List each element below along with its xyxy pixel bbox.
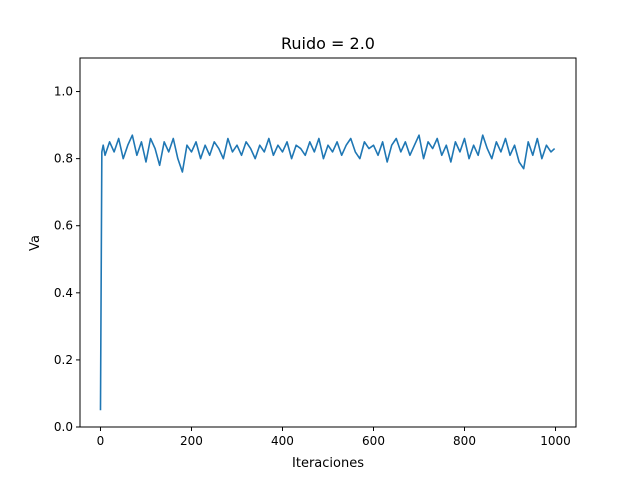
y-axis: 0.0 0.2 0.4 0.6 0.8 1.0 (54, 85, 80, 434)
plot-frame (79, 57, 577, 428)
y-tick-label: 1.0 (54, 85, 73, 99)
y-tick-label: 0.0 (54, 420, 73, 434)
y-tick-label: 0.4 (54, 286, 73, 300)
x-tick-label: 1000 (540, 434, 571, 448)
y-tick-label: 0.8 (54, 152, 73, 166)
x-axis-label: Iteraciones (292, 456, 364, 471)
x-tick-label: 400 (271, 434, 294, 448)
x-tick-label: 600 (362, 434, 385, 448)
y-tick-label: 0.2 (54, 353, 73, 367)
y-tick-label: 0.6 (54, 219, 73, 233)
x-tick-label: 0 (97, 434, 105, 448)
series-line-0 (99, 134, 556, 411)
y-axis-label: Va (28, 235, 43, 251)
chart-title: Ruido = 2.0 (281, 34, 375, 53)
x-axis: 0 200 400 600 800 1000 (97, 427, 571, 448)
plot-area (79, 57, 577, 428)
x-tick-label: 800 (453, 434, 476, 448)
x-tick-label: 200 (180, 434, 203, 448)
